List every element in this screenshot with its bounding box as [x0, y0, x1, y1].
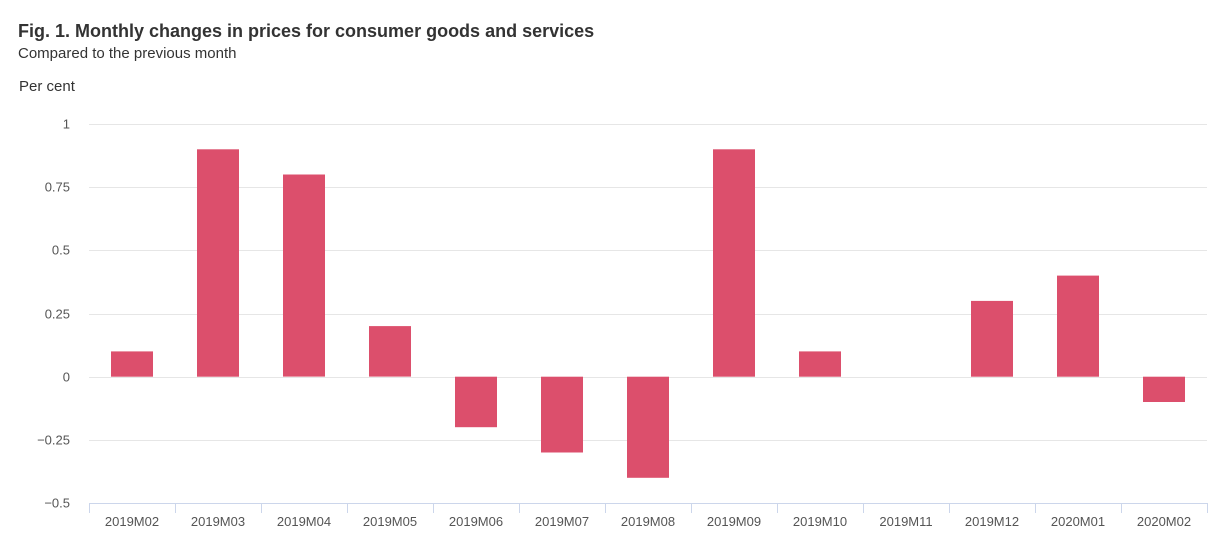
x-axis [89, 503, 1208, 513]
y-tick-label: −0.25 [37, 433, 70, 448]
bar-2019M04 [283, 174, 325, 377]
x-tick-label: 2020M02 [1137, 514, 1191, 529]
x-tick-label: 2019M04 [277, 514, 331, 529]
x-tick-label: 2019M08 [621, 514, 675, 529]
gridlines [89, 124, 1207, 441]
x-tick-label: 2019M06 [449, 514, 503, 529]
y-tick-label: 0.5 [52, 243, 70, 258]
bars [111, 149, 1185, 478]
y-tick-label: 0.75 [45, 180, 70, 195]
chart-title: Fig. 1. Monthly changes in prices for co… [18, 21, 595, 41]
x-tick-labels: 2019M02 2019M03 2019M04 2019M05 2019M06 2019M… [105, 514, 1191, 529]
chart-header: Fig. 1. Monthly changes in prices for co… [18, 20, 594, 64]
y-tick-label: −0.5 [44, 496, 70, 511]
bar-2019M10 [799, 351, 841, 377]
x-tick-label: 2019M05 [363, 514, 417, 529]
x-tick-label: 2019M03 [191, 514, 245, 529]
x-tick-label: 2019M07 [535, 514, 589, 529]
chart-subtitle: Compared to the previous month [18, 45, 237, 62]
y-tick-labels: 1 0.75 0.5 0.25 0 −0.25 −0.5 [37, 117, 70, 511]
x-tick-label: 2019M02 [105, 514, 159, 529]
y-tick-label: 0 [63, 370, 70, 385]
bar-2019M12 [971, 300, 1013, 377]
x-tick-label: 2019M12 [965, 514, 1019, 529]
x-tick-label: 2019M09 [707, 514, 761, 529]
bar-2019M03 [197, 149, 239, 377]
x-tick-label: 2020M01 [1051, 514, 1105, 529]
y-axis-label: Per cent [19, 78, 75, 95]
y-tick-label: 1 [63, 117, 70, 132]
bar-2019M06 [455, 376, 497, 428]
bar-2019M08 [627, 376, 669, 478]
x-tick-label: 2019M11 [879, 514, 932, 529]
bar-2019M05 [369, 326, 411, 377]
bar-2019M02 [111, 351, 153, 377]
bar-2020M02 [1143, 376, 1185, 402]
x-tick-label: 2019M10 [793, 514, 847, 529]
bar-2019M07 [541, 376, 583, 453]
bar-2020M01 [1057, 275, 1099, 377]
y-tick-label: 0.25 [45, 307, 70, 322]
bar-2019M09 [713, 149, 755, 377]
